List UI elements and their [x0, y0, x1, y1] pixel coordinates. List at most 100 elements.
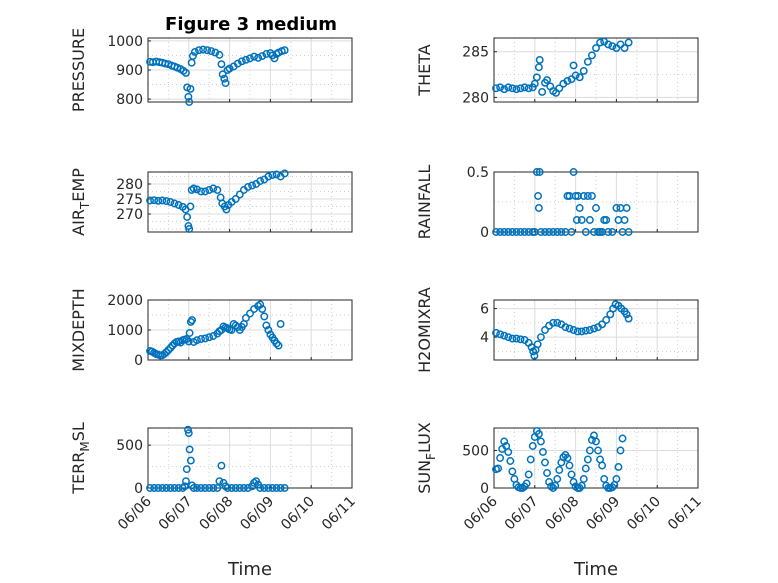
data-point [158, 484, 167, 492]
x-tick-label: 06/06 [115, 493, 155, 533]
data-point [205, 484, 214, 492]
data-point [209, 184, 218, 193]
data-point [536, 333, 545, 342]
data-point [185, 445, 194, 454]
data-point [616, 446, 625, 455]
data-point [581, 228, 590, 236]
x-tick-label: 06/07 [156, 494, 196, 534]
data-point [170, 484, 179, 492]
data-point [538, 87, 547, 96]
data-point [512, 85, 521, 94]
data-point [496, 454, 505, 462]
data-point [205, 333, 214, 342]
data-point [248, 181, 256, 190]
data-point [154, 196, 163, 205]
data-point [244, 183, 252, 191]
y-tick-label: 500 [116, 438, 143, 454]
data-point [520, 228, 529, 236]
data-point [569, 168, 578, 176]
y-axis-label: RAINFALL [415, 165, 434, 240]
data-point [534, 204, 543, 212]
data-point [185, 98, 194, 106]
y-axis-label: SUNFLUX [415, 422, 438, 494]
data-point [274, 341, 283, 350]
axes-box [493, 427, 699, 489]
y-tick-label: 0.5 [467, 165, 489, 181]
data-point [184, 429, 193, 438]
data-point [237, 57, 246, 66]
data-point [532, 73, 541, 82]
data-point [185, 329, 194, 337]
data-point [213, 186, 222, 194]
data-point [581, 326, 590, 335]
data-point [197, 187, 205, 196]
data-point [520, 83, 529, 92]
data-point [602, 216, 611, 224]
data-point [217, 461, 226, 470]
data-point [545, 478, 554, 486]
data-point [600, 475, 609, 483]
data-point [533, 340, 542, 349]
x-axis-label: Time [573, 559, 618, 580]
data-point [543, 76, 551, 85]
data-point [585, 446, 594, 455]
data-point [184, 425, 192, 434]
data-point [536, 228, 545, 236]
data-point [193, 484, 201, 492]
data-point [561, 323, 570, 332]
data-point [583, 57, 592, 66]
data-point [598, 461, 607, 470]
data-point [280, 46, 289, 55]
data-point [526, 455, 535, 464]
data-point [541, 458, 549, 467]
data-point [166, 484, 175, 492]
x-tick-label: 06/08 [197, 494, 237, 534]
data-point [227, 484, 236, 492]
y-tick-label: 1000 [107, 323, 143, 339]
data-point [188, 316, 197, 325]
data-point [563, 454, 572, 462]
y-tick-label: 6 [480, 302, 489, 318]
data-point [186, 84, 195, 93]
data-point [608, 42, 617, 51]
data-point [217, 60, 226, 69]
data-point [612, 475, 621, 483]
data-point [166, 198, 175, 206]
axes-box [147, 171, 353, 233]
y-tick-label: 285 [462, 45, 489, 61]
data-point [585, 216, 594, 224]
data-point [254, 53, 263, 62]
y-tick-label: 0 [134, 481, 143, 497]
data-point [594, 446, 602, 455]
x-tick-label: 06/10 [278, 494, 318, 534]
data-point [577, 216, 586, 224]
data-point [579, 475, 588, 483]
chart-title: Figure 3 medium [165, 14, 337, 35]
axes-box [493, 171, 699, 233]
y-axis-label: PRESSURE [69, 28, 88, 112]
data-point [587, 436, 596, 444]
data-point [492, 328, 500, 337]
data-point [160, 350, 169, 358]
data-point [272, 484, 281, 492]
data-point [260, 484, 269, 492]
data-point [201, 187, 210, 196]
data-point [170, 199, 179, 208]
data-point [164, 346, 173, 355]
subplot-7: 0 500 06/06 06/07 06/08 06/09 06/10 06/11 TERRMS… [69, 422, 359, 580]
data-point [508, 228, 517, 236]
data-point [190, 48, 199, 56]
data-point [545, 228, 554, 236]
data-point [218, 70, 227, 79]
subplot-8: 0 500 06/06 06/07 06/08 06/09 06/10 06/11 SUNFLU… [415, 422, 705, 580]
x-tick-label: 06/10 [624, 494, 664, 534]
data-point [154, 484, 163, 492]
data-point [260, 312, 269, 321]
data-point [250, 478, 259, 487]
y-axis-label: TERRMSL [69, 422, 92, 495]
data-point [549, 318, 558, 327]
y-tick-label: 275 [116, 192, 143, 208]
data-point [174, 201, 183, 209]
